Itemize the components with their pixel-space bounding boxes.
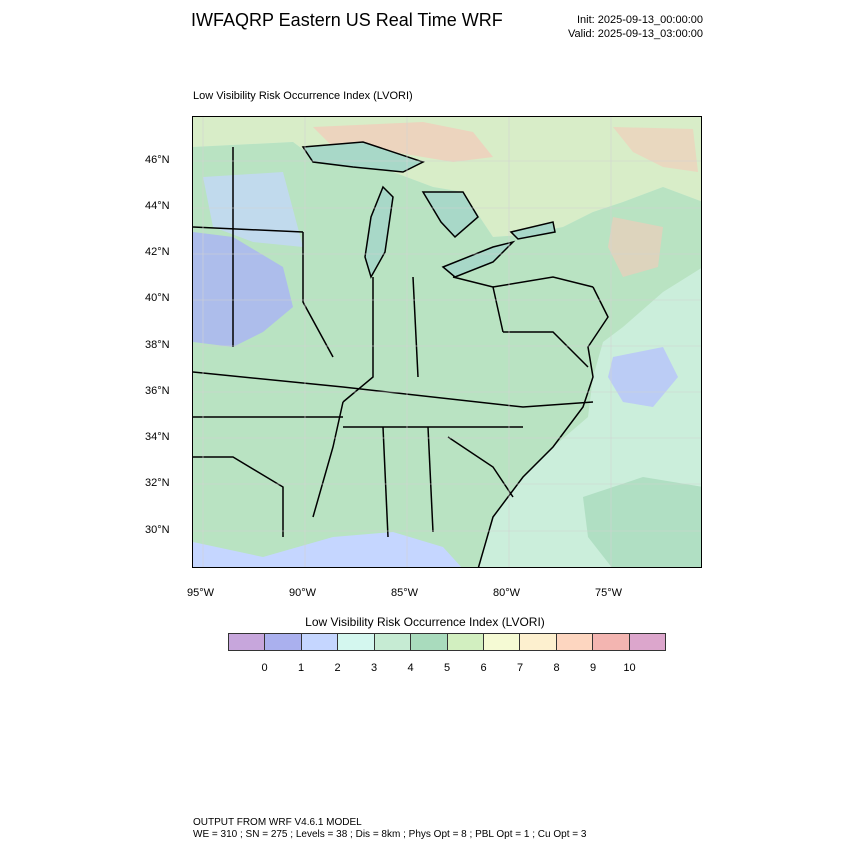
low-risk-area-west xyxy=(193,232,293,347)
main-title: IWFAQRP Eastern US Real Time WRF xyxy=(191,10,503,30)
footer-line-2: WE = 310 ; SN = 275 ; Levels = 38 ; Dis … xyxy=(193,829,587,840)
colorbar-swatch-9 xyxy=(556,634,594,650)
lake-michigan xyxy=(364,185,394,279)
colorbar-title: Low Visibility Risk Occurrence Index (LV… xyxy=(305,615,545,629)
ocean-patch-south xyxy=(583,477,701,567)
colorbar-tick-label: 4 xyxy=(407,662,414,674)
lat-label-30: 30°N xyxy=(145,524,170,536)
colorbar xyxy=(228,633,666,651)
colorbar-swatch-7 xyxy=(483,634,521,650)
colorbar-swatch-0 xyxy=(229,634,266,650)
us-land xyxy=(193,142,701,567)
northeast-high-risk-area xyxy=(608,217,663,277)
colorbar-tick-label: 7 xyxy=(516,662,524,674)
graticule xyxy=(193,117,701,567)
colorbar-swatch-2 xyxy=(301,634,339,650)
colorbar-tick-label: 9 xyxy=(589,662,597,674)
lat-label-42: 42°N xyxy=(145,246,170,258)
lat-label-46: 46°N xyxy=(145,154,170,166)
colorbar-tick-label: 3 xyxy=(370,662,378,674)
lat-label-32: 32°N xyxy=(145,477,170,489)
colorbar-swatch-5 xyxy=(411,634,448,650)
lake-superior xyxy=(301,141,425,173)
lat-label-40: 40°N xyxy=(145,292,170,304)
colorbar-swatch-11 xyxy=(629,634,666,650)
gulf-of-mexico xyxy=(193,532,462,567)
lat-label-36: 36°N xyxy=(145,385,170,397)
colorbar-swatch-4 xyxy=(374,634,412,650)
lon-label-95: 95°W xyxy=(187,587,215,599)
colorbar-tick-label: 8 xyxy=(553,662,560,674)
colorbar-swatch-6 xyxy=(447,634,484,650)
colorbar-swatch-10 xyxy=(593,634,630,650)
map-canvas xyxy=(193,117,701,567)
valid-time: Valid: 2025-09-13_03:00:00 xyxy=(568,28,703,40)
colorbar-swatch-1 xyxy=(265,634,302,650)
lake-huron xyxy=(421,191,479,239)
panel-title: Low Visibility Risk Occurrence Index (LV… xyxy=(193,90,413,102)
lat-label-44: 44°N xyxy=(145,200,170,212)
lon-label-85: 85°W xyxy=(391,587,419,599)
init-time: Init: 2025-09-13_00:00:00 xyxy=(577,14,703,26)
colorbar-tick-label: 1 xyxy=(297,662,305,674)
colorbar-swatch-8 xyxy=(520,634,557,650)
model-footer: OUTPUT FROM WRF V4.6.1 MODEL WE = 310 ; … xyxy=(193,817,586,841)
lon-label-80: 80°W xyxy=(493,587,521,599)
colorbar-tick-label: 10 xyxy=(623,662,636,674)
init-valid-block: Init: 2025-09-13_00:00:00 Valid: 2025-09… xyxy=(568,13,703,41)
footer-line-1: OUTPUT FROM WRF V4.6.1 MODEL xyxy=(193,817,362,828)
lon-label-75: 75°W xyxy=(595,587,623,599)
lat-label-34: 34°N xyxy=(145,431,170,443)
colorbar-tick-label: 5 xyxy=(443,662,451,674)
lat-label-38: 38°N xyxy=(145,339,170,351)
state-boundaries xyxy=(193,147,594,538)
colorbar-swatch-3 xyxy=(338,634,375,650)
atlantic-coastline xyxy=(477,286,609,567)
lake-ontario xyxy=(509,221,556,240)
colorbar-tick-label: 0 xyxy=(261,662,268,674)
lake-erie xyxy=(441,240,516,278)
colorbar-tick-label: 6 xyxy=(480,662,487,674)
lvori-map xyxy=(192,116,702,568)
colorbar-tick-label: 2 xyxy=(334,662,341,674)
canada-high-risk-area xyxy=(313,122,493,162)
lon-label-90: 90°W xyxy=(289,587,317,599)
